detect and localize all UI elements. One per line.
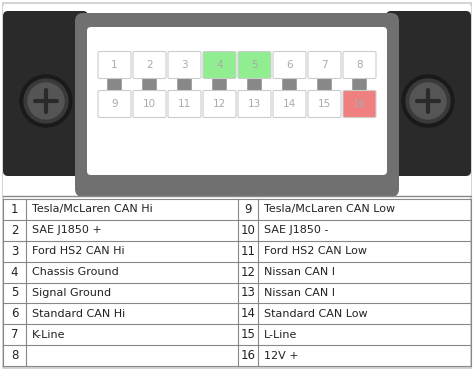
FancyBboxPatch shape (75, 13, 399, 197)
Text: Ford HS2 CAN Hi: Ford HS2 CAN Hi (32, 246, 125, 256)
FancyBboxPatch shape (343, 52, 376, 79)
Text: 16: 16 (353, 99, 366, 109)
Text: 4: 4 (216, 60, 223, 70)
Text: 12: 12 (240, 266, 255, 279)
Text: 7: 7 (321, 60, 328, 70)
Text: 3: 3 (11, 245, 18, 258)
Text: 8: 8 (356, 60, 363, 70)
FancyBboxPatch shape (177, 76, 191, 96)
Text: 4: 4 (11, 266, 18, 279)
Text: K-Line: K-Line (32, 330, 65, 340)
Text: 13: 13 (248, 99, 261, 109)
Text: 2: 2 (11, 224, 18, 237)
FancyBboxPatch shape (318, 73, 331, 93)
Text: 6: 6 (286, 60, 293, 70)
Text: 9: 9 (111, 99, 118, 109)
FancyBboxPatch shape (108, 73, 121, 93)
Circle shape (20, 75, 72, 127)
Text: 16: 16 (240, 349, 255, 362)
FancyBboxPatch shape (203, 52, 236, 79)
Text: 15: 15 (318, 99, 331, 109)
FancyBboxPatch shape (168, 52, 201, 79)
FancyBboxPatch shape (247, 73, 262, 93)
Text: 9: 9 (244, 203, 252, 216)
Text: 11: 11 (240, 245, 255, 258)
FancyBboxPatch shape (283, 76, 297, 96)
Text: Nissan CAN I: Nissan CAN I (264, 288, 335, 298)
Text: 8: 8 (11, 349, 18, 362)
Text: 13: 13 (241, 286, 255, 299)
Text: Standard CAN Hi: Standard CAN Hi (32, 309, 125, 319)
FancyBboxPatch shape (247, 76, 262, 96)
Circle shape (406, 79, 450, 123)
Text: Tesla/McLaren CAN Hi: Tesla/McLaren CAN Hi (32, 204, 153, 214)
Text: 1: 1 (11, 203, 18, 216)
Text: 5: 5 (251, 60, 258, 70)
Circle shape (410, 83, 446, 119)
Text: 12: 12 (213, 99, 226, 109)
FancyBboxPatch shape (212, 73, 227, 93)
FancyBboxPatch shape (205, 160, 269, 196)
Text: 10: 10 (143, 99, 156, 109)
Text: 7: 7 (11, 328, 18, 341)
Text: 14: 14 (283, 99, 296, 109)
FancyBboxPatch shape (203, 91, 236, 118)
Text: Standard CAN Low: Standard CAN Low (264, 309, 368, 319)
FancyBboxPatch shape (386, 11, 471, 176)
FancyBboxPatch shape (353, 73, 366, 93)
FancyBboxPatch shape (318, 76, 331, 96)
FancyBboxPatch shape (308, 91, 341, 118)
FancyBboxPatch shape (143, 73, 156, 93)
FancyBboxPatch shape (273, 91, 306, 118)
FancyBboxPatch shape (283, 73, 297, 93)
FancyBboxPatch shape (273, 52, 306, 79)
FancyBboxPatch shape (133, 91, 166, 118)
Text: Ford HS2 CAN Low: Ford HS2 CAN Low (264, 246, 367, 256)
Text: 11: 11 (178, 99, 191, 109)
Text: L-Line: L-Line (264, 330, 297, 340)
FancyBboxPatch shape (343, 91, 376, 118)
Text: 6: 6 (11, 307, 18, 320)
FancyBboxPatch shape (177, 73, 191, 93)
FancyBboxPatch shape (98, 52, 131, 79)
Text: Signal Ground: Signal Ground (32, 288, 111, 298)
Circle shape (402, 75, 454, 127)
Text: Tesla/McLaren CAN Low: Tesla/McLaren CAN Low (264, 204, 395, 214)
FancyBboxPatch shape (238, 52, 271, 79)
FancyBboxPatch shape (308, 52, 341, 79)
Text: 3: 3 (181, 60, 188, 70)
Text: 15: 15 (241, 328, 255, 341)
Text: 2: 2 (146, 60, 153, 70)
Text: Chassis Ground: Chassis Ground (32, 267, 119, 277)
FancyBboxPatch shape (87, 27, 387, 175)
FancyBboxPatch shape (168, 91, 201, 118)
FancyBboxPatch shape (108, 76, 121, 96)
Text: 5: 5 (11, 286, 18, 299)
FancyBboxPatch shape (133, 52, 166, 79)
Circle shape (24, 79, 68, 123)
Text: Nissan CAN I: Nissan CAN I (264, 267, 335, 277)
FancyBboxPatch shape (98, 91, 131, 118)
FancyBboxPatch shape (143, 76, 156, 96)
Text: 12V +: 12V + (264, 351, 299, 361)
Bar (3, 6, 471, 196)
Text: 14: 14 (240, 307, 255, 320)
FancyBboxPatch shape (3, 11, 88, 176)
FancyBboxPatch shape (238, 91, 271, 118)
FancyBboxPatch shape (353, 76, 366, 96)
Text: SAE J1850 -: SAE J1850 - (264, 225, 328, 235)
Text: 1: 1 (111, 60, 118, 70)
Circle shape (28, 83, 64, 119)
FancyBboxPatch shape (212, 76, 227, 96)
Text: SAE J1850 +: SAE J1850 + (32, 225, 102, 235)
Text: 10: 10 (241, 224, 255, 237)
